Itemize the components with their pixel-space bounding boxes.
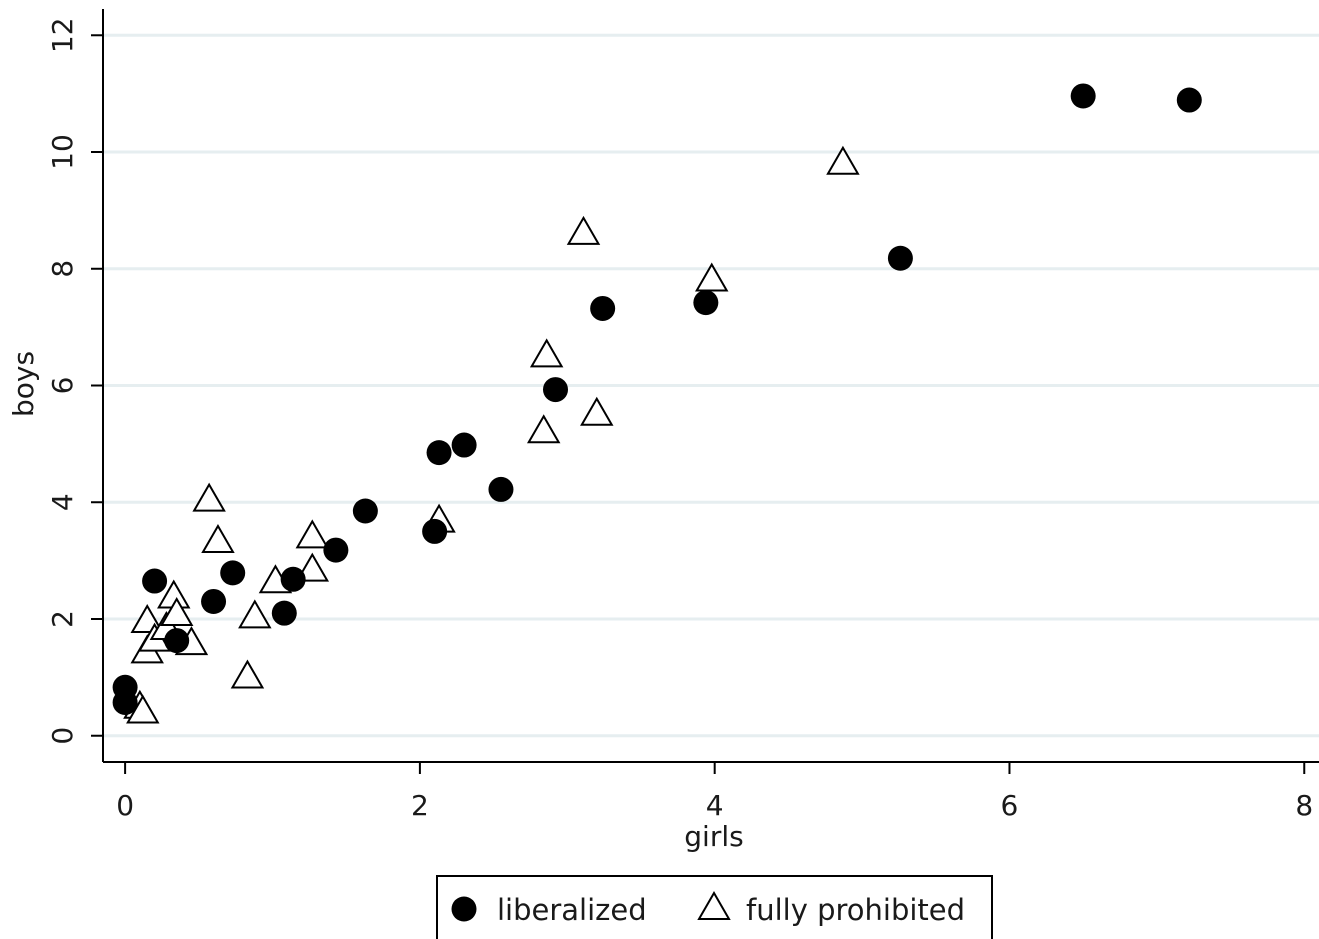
point-liberalized: [142, 568, 168, 594]
point-liberalized: [164, 628, 190, 654]
legend-label-liberalized: liberalized: [497, 893, 647, 927]
y-tick-label: 6: [46, 377, 79, 395]
point-fully-prohibited: [295, 519, 330, 549]
legend-marker-liberalized: [451, 896, 477, 922]
legend-label-fully-prohibited: fully prohibited: [746, 893, 965, 927]
y-tick-label: 10: [46, 134, 79, 170]
x-tick-label: 6: [1001, 789, 1019, 822]
point-liberalized: [220, 560, 246, 586]
point-fully-prohibited: [201, 524, 235, 554]
point-liberalized: [1070, 83, 1096, 109]
point-liberalized: [271, 600, 297, 626]
y-tick-label: 12: [46, 17, 79, 53]
point-fully-prohibited: [695, 262, 729, 292]
x-tick-label: 0: [116, 789, 134, 822]
point-liberalized: [352, 498, 378, 524]
data-points: [112, 83, 1202, 724]
point-fully-prohibited: [580, 396, 614, 426]
legend-marker-fully-prohibited: [697, 890, 731, 920]
y-tick-label: 8: [46, 260, 79, 278]
x-axis-title: girls: [684, 820, 743, 853]
point-liberalized: [112, 689, 138, 715]
point-liberalized: [542, 377, 568, 403]
point-liberalized: [590, 295, 616, 321]
point-fully-prohibited: [238, 599, 272, 629]
point-fully-prohibited: [192, 482, 226, 512]
y-axis-title: boys: [7, 351, 40, 417]
point-liberalized: [422, 518, 448, 544]
point-liberalized: [887, 245, 913, 271]
point-fully-prohibited: [566, 215, 601, 245]
x-tick-label: 2: [411, 789, 429, 822]
legend: liberalized fully prohibited: [436, 875, 993, 939]
point-fully-prohibited: [159, 596, 194, 626]
y-tick-label: 2: [46, 610, 79, 628]
y-ticks: 0 2 4 6 8 10 12: [46, 17, 103, 745]
x-ticks: 0 2 4 6 8: [116, 762, 1313, 822]
x-tick-label: 8: [1295, 789, 1313, 822]
point-fully-prohibited: [230, 659, 265, 689]
point-liberalized: [323, 537, 349, 563]
point-liberalized: [280, 566, 306, 592]
point-liberalized: [426, 440, 452, 466]
point-fully-prohibited: [826, 145, 860, 175]
point-fully-prohibited: [295, 552, 330, 582]
y-tick-label: 0: [46, 727, 79, 745]
point-liberalized: [1176, 87, 1202, 113]
point-liberalized: [693, 290, 719, 316]
point-liberalized: [201, 588, 227, 614]
y-tick-label: 4: [46, 493, 79, 511]
point-liberalized: [488, 476, 514, 502]
point-fully-prohibited: [529, 338, 564, 368]
point-liberalized: [451, 432, 477, 458]
point-fully-prohibited: [526, 414, 561, 444]
x-tick-label: 4: [706, 789, 724, 822]
